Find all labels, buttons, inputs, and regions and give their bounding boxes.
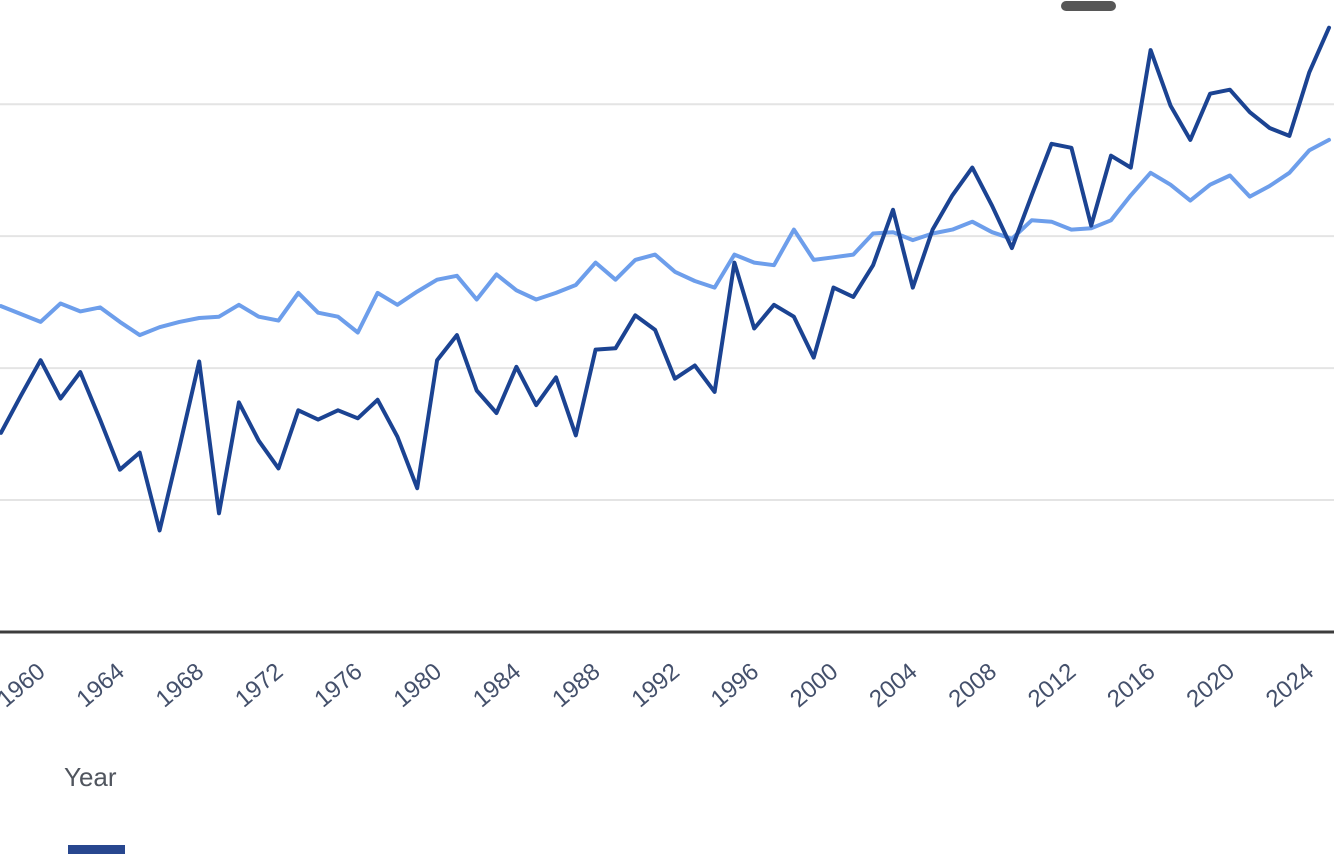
legend-swatch[interactable]: [1061, 1, 1116, 11]
x-axis-title: Year: [64, 762, 117, 792]
x-tick-label: 2016: [1102, 658, 1160, 713]
cropped-bottom-element[interactable]: [68, 845, 125, 854]
x-tick-label: 1996: [706, 658, 764, 713]
x-tick-label: 2008: [944, 658, 1002, 713]
x-tick-label: 2024: [1261, 658, 1319, 713]
x-tick-label: 1960: [0, 658, 50, 713]
x-tick-label: 2012: [1023, 658, 1081, 713]
x-tick-label: 1992: [627, 658, 685, 713]
x-tick-label: 1976: [309, 658, 367, 713]
x-tick-label: 1972: [230, 658, 288, 713]
x-tick-label: 1980: [389, 658, 447, 713]
gridlines: [0, 103, 1334, 502]
x-tick-label: 1968: [151, 658, 209, 713]
x-tick-label: 1964: [72, 658, 130, 713]
x-tick-labels: 1960 1964 1968 1972 1976 1980 1984 1988 1992 1996…: [0, 658, 1319, 713]
x-tick-label: 2000: [785, 658, 843, 713]
x-tick-label: 2020: [1182, 658, 1240, 713]
x-tick-label: 2004: [864, 658, 922, 713]
series-lines: [0, 25, 1331, 533]
x-tick-label: 1988: [547, 658, 605, 713]
dark-blue-series[interactable]: [0, 25, 1331, 533]
light-blue-series[interactable]: [0, 137, 1331, 338]
x-tick-label: 1984: [468, 658, 526, 713]
